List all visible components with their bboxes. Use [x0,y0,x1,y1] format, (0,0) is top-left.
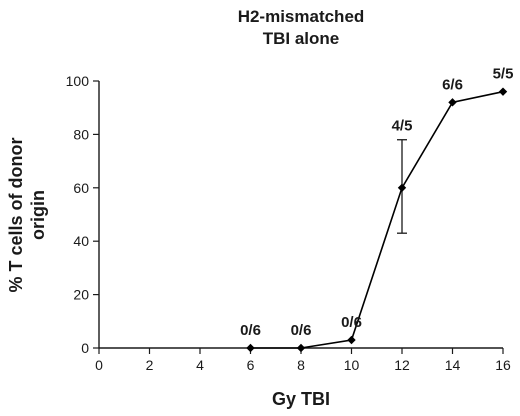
data-label: 4/5 [392,118,413,135]
x-tick-label: 2 [146,357,154,373]
chart-title-line-1: H2-mismatched [238,7,365,26]
series-line [250,90,504,349]
x-tick-label: 14 [445,357,461,373]
data-label: 0/6 [341,314,362,331]
y-tick-label: 80 [73,126,89,142]
data-label: 6/6 [442,76,463,93]
y-tick-label: 0 [81,340,89,356]
y-axis-label-line-2: origin [28,190,48,240]
data-point [448,98,457,107]
data-labels: 0/6 0/6 0/6 4/5 6/6 5/5 [240,66,513,339]
x-tick-label: 0 [95,357,103,373]
data-label: 5/5 [493,66,514,83]
x-ticks: 0 2 4 6 8 10 12 14 16 [95,348,511,373]
y-ticks: 0 20 40 60 80 100 [66,73,99,356]
chart-title-line-2: TBI alone [263,29,340,48]
x-tick-label: 16 [495,357,511,373]
x-axis-label: Gy TBI [272,389,330,409]
y-tick-label: 100 [66,73,90,89]
series-layer [246,87,508,353]
data-point [347,335,356,345]
y-axis-label-line-1: % T cells of donor [6,137,26,292]
x-tick-label: 4 [196,357,204,373]
data-point [246,343,255,353]
data-point [296,343,306,353]
axes [98,81,503,349]
x-tick-label: 8 [297,357,305,373]
data-point [397,183,407,192]
y-tick-label: 60 [73,180,89,196]
y-tick-label: 40 [73,233,89,249]
y-tick-label: 20 [73,287,89,303]
data-point [498,87,508,96]
data-label: 0/6 [291,322,312,339]
x-tick-label: 12 [394,357,410,373]
data-label: 0/6 [240,322,261,339]
x-tick-label: 6 [247,357,255,373]
x-tick-label: 10 [344,357,360,373]
